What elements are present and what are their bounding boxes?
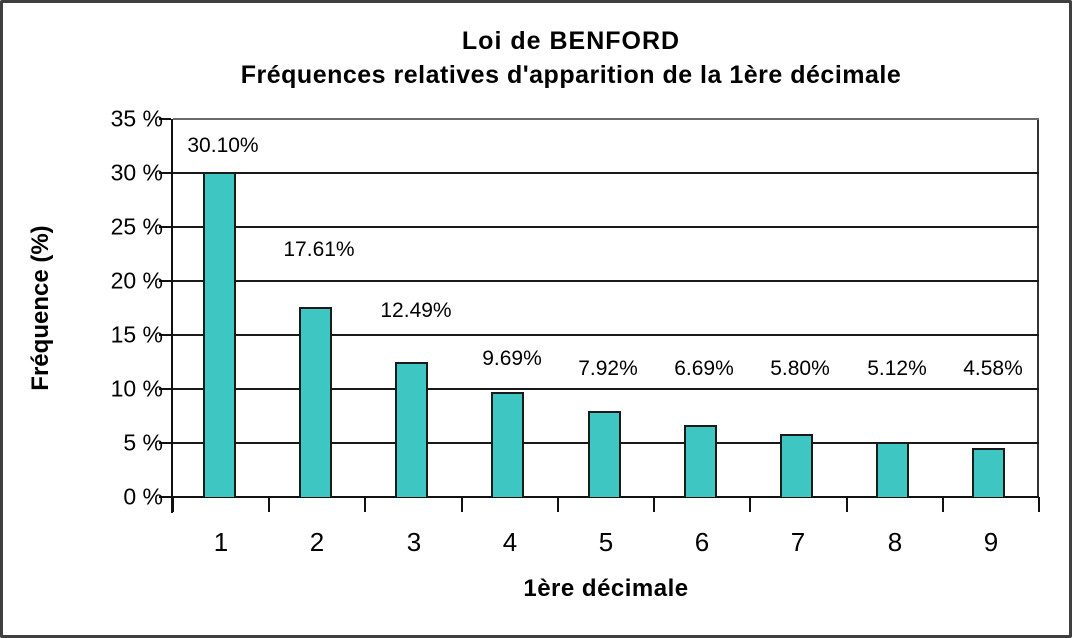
plot-area (159, 118, 1040, 513)
y-axis-tick (159, 334, 171, 336)
bar-digit-9 (972, 448, 1005, 497)
bar-digit-5 (588, 411, 621, 497)
gridline-15 (173, 334, 1039, 336)
bar-value-label: 12.49% (380, 299, 452, 322)
x-axis-title: 1ère décimale (523, 575, 689, 602)
y-axis-tick (159, 496, 171, 498)
x-axis-tick (268, 497, 270, 512)
y-tick-label: 0 % (123, 483, 163, 510)
y-axis-tick (159, 226, 171, 228)
y-axis-line (171, 119, 173, 513)
x-axis-tick (846, 497, 848, 512)
x-category-label-4: 4 (502, 527, 518, 557)
bar-digit-1 (203, 172, 236, 497)
bar-value-label: 9.69% (482, 347, 542, 370)
bar-value-label: 5.12% (867, 357, 927, 380)
x-category-label-2: 2 (309, 527, 325, 557)
y-tick-label: 30 % (110, 159, 163, 186)
gridline-30 (173, 172, 1039, 174)
bar-digit-6 (684, 425, 717, 497)
x-axis-tick (942, 497, 944, 512)
y-axis-tick (159, 388, 171, 390)
y-tick-label: 20 % (110, 267, 163, 294)
bar-value-label: 30.10% (187, 134, 259, 157)
x-axis-tick (172, 497, 174, 512)
gridline-10 (173, 388, 1039, 390)
x-axis-tick (749, 497, 751, 512)
bar-value-label: 6.69% (674, 357, 734, 380)
gridline-20 (173, 280, 1039, 282)
chart-title-block: Loi de BENFORD Fréquences relatives d'ap… (103, 25, 1039, 93)
bar-digit-8 (876, 442, 909, 497)
y-tick-label: 10 % (110, 375, 163, 402)
bar-value-label: 4.58% (963, 357, 1023, 380)
bar-digit-4 (491, 392, 524, 497)
x-category-label-5: 5 (598, 527, 614, 557)
bar-digit-3 (395, 362, 428, 497)
y-axis-tick (159, 280, 171, 282)
bar-value-label: 17.61% (283, 238, 355, 261)
y-tick-label: 5 % (123, 429, 163, 456)
y-tick-label: 25 % (110, 213, 163, 240)
bar-digit-7 (780, 434, 813, 497)
gridline-35 (173, 118, 1039, 120)
x-axis-tick (557, 497, 559, 512)
x-axis-tick (653, 497, 655, 512)
x-category-label-3: 3 (406, 527, 422, 557)
bar-value-label: 5.80% (770, 357, 830, 380)
chart-title: Loi de BENFORD (461, 27, 681, 55)
y-axis-tick (159, 442, 171, 444)
x-axis-tick (1038, 497, 1040, 512)
x-category-label-8: 8 (887, 527, 903, 557)
y-axis-tick (159, 118, 171, 120)
bar-digit-2 (299, 307, 332, 497)
gridline-0 (173, 496, 1039, 498)
y-axis-tick (159, 172, 171, 174)
x-axis-tick (461, 497, 463, 512)
bar-value-label: 7.92% (578, 357, 638, 380)
x-category-label-1: 1 (213, 527, 229, 557)
x-category-label-9: 9 (983, 527, 999, 557)
gridline-25 (173, 226, 1039, 228)
x-category-label-7: 7 (790, 527, 806, 557)
y-axis-title: Fréquence (%) (27, 225, 54, 391)
x-category-label-6: 6 (694, 527, 710, 557)
y-tick-label: 15 % (110, 321, 163, 348)
chart-subtitle: Fréquences relatives d'apparition de la … (240, 60, 902, 89)
y-tick-label: 35 % (110, 105, 163, 132)
x-axis-tick (364, 497, 366, 512)
plot-right-border (1037, 119, 1039, 497)
